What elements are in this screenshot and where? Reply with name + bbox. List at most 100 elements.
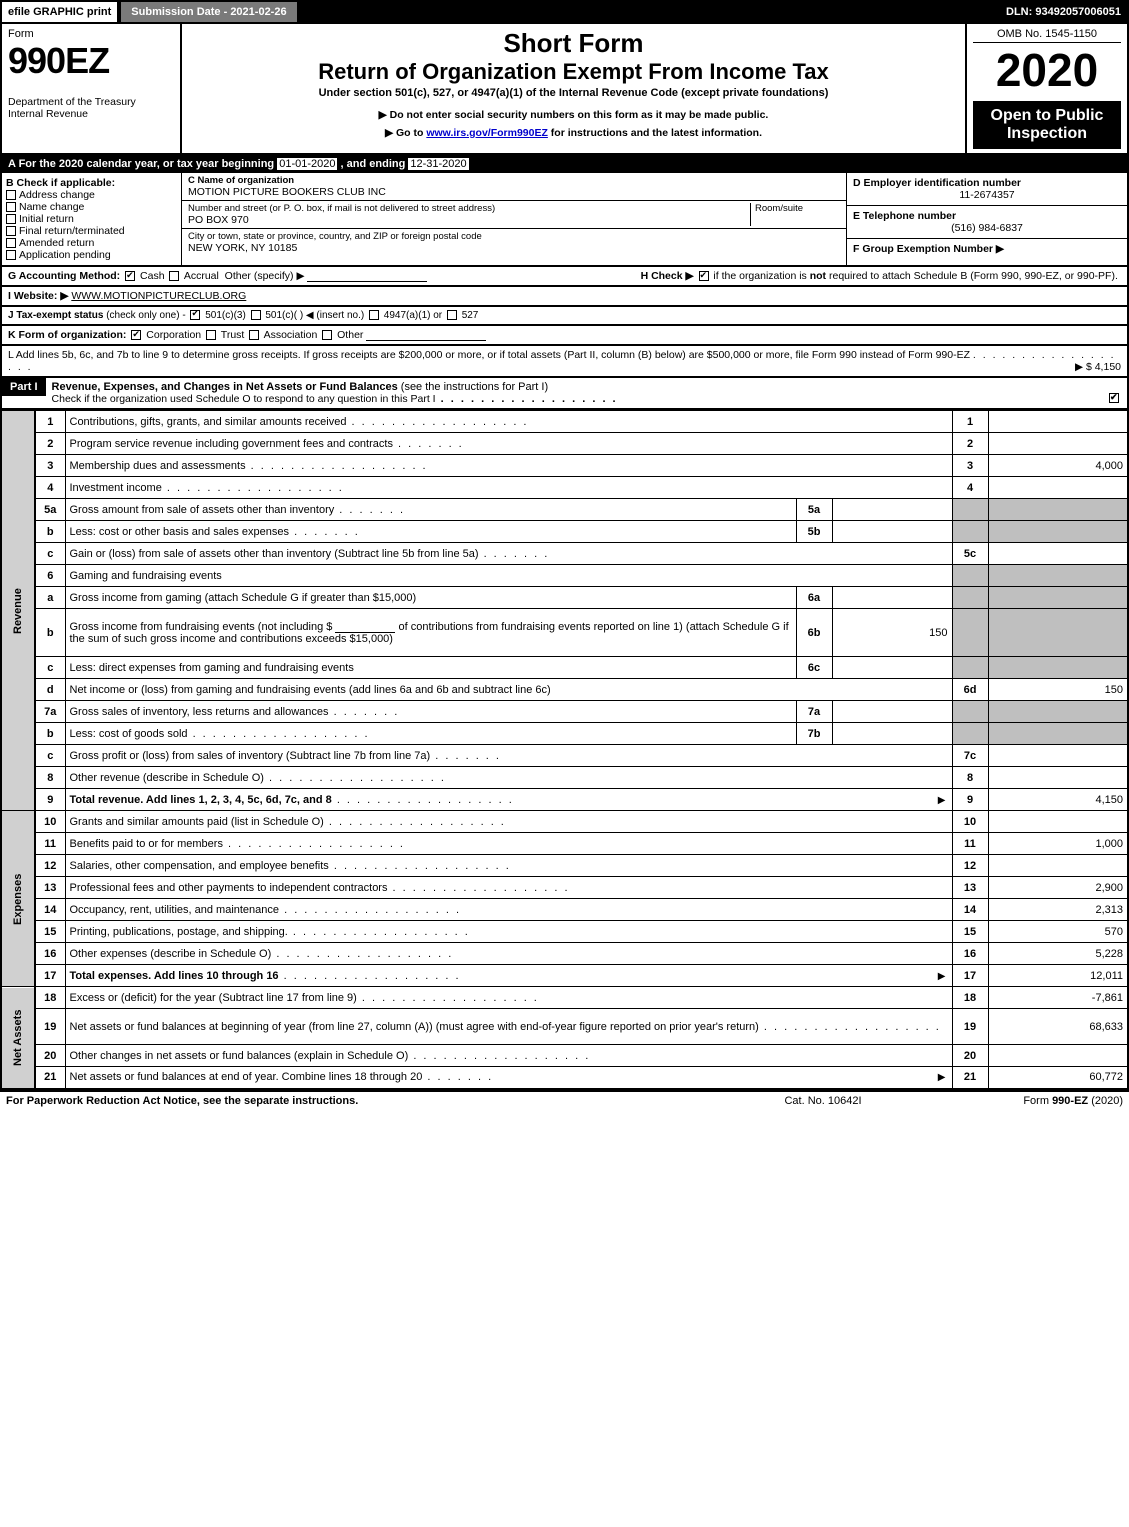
line-20-num: 20 xyxy=(35,1045,65,1067)
line-11-box: 11 xyxy=(952,833,988,855)
line-3-desc: Membership dues and assessments xyxy=(70,460,246,472)
line-10-val xyxy=(988,811,1128,833)
line-6a-desc: Gross income from gaming (attach Schedul… xyxy=(65,587,796,609)
shaded xyxy=(988,609,1128,657)
cb-trust[interactable] xyxy=(206,330,216,340)
cb-501c[interactable] xyxy=(251,310,261,320)
cb-application-pending[interactable] xyxy=(6,250,16,260)
k-other-input[interactable] xyxy=(366,329,486,341)
line-16-val: 5,228 xyxy=(988,943,1128,965)
cb-final-return[interactable] xyxy=(6,226,16,236)
cb-cash[interactable] xyxy=(125,271,135,281)
cb-527[interactable] xyxy=(447,310,457,320)
line-13-num: 13 xyxy=(35,877,65,899)
tax-year-row: A For the 2020 calendar year, or tax yea… xyxy=(0,155,1129,173)
arrow-icon xyxy=(938,794,948,806)
line-8-num: 8 xyxy=(35,767,65,789)
irs-label: Internal Revenue xyxy=(8,108,174,120)
section-c: C Name of organization MOTION PICTURE BO… xyxy=(182,173,847,265)
line-7b-subval xyxy=(832,723,952,745)
cb-corporation[interactable] xyxy=(131,330,141,340)
cb-association[interactable] xyxy=(249,330,259,340)
section-b: B Check if applicable: Address change Na… xyxy=(2,173,182,265)
line-6a-subval xyxy=(832,587,952,609)
line-12-val xyxy=(988,855,1128,877)
cb-4947[interactable] xyxy=(369,310,379,320)
form-ref-post: (2020) xyxy=(1088,1095,1123,1107)
shaded xyxy=(988,587,1128,609)
line-15-num: 15 xyxy=(35,921,65,943)
cb-h[interactable] xyxy=(699,271,709,281)
line-9-box: 9 xyxy=(952,789,988,811)
line-15-box: 15 xyxy=(952,921,988,943)
website-link[interactable]: WWW.MOTIONPICTURECLUB.ORG xyxy=(71,290,246,302)
line-5c-desc: Gain or (loss) from sale of assets other… xyxy=(70,548,479,560)
line-6b-blank[interactable] xyxy=(335,621,395,633)
cb-other[interactable] xyxy=(322,330,332,340)
j-opt2: 501(c)( ) ◀ (insert no.) xyxy=(265,310,364,321)
cb-label: Amended return xyxy=(19,237,94,249)
shaded xyxy=(952,565,988,587)
k-assoc: Association xyxy=(264,329,318,341)
line-19-desc: Net assets or fund balances at beginning… xyxy=(70,1021,759,1033)
line-5c-val xyxy=(988,543,1128,565)
submission-date: Submission Date - 2021-02-26 xyxy=(119,0,298,24)
efile-print-label[interactable]: efile GRAPHIC print xyxy=(0,0,119,24)
line-6b-num: b xyxy=(35,609,65,657)
line-8-val xyxy=(988,767,1128,789)
cb-label: Final return/terminated xyxy=(19,225,125,237)
line-5c-box: 5c xyxy=(952,543,988,565)
cash-label: Cash xyxy=(140,270,165,282)
line-19-num: 19 xyxy=(35,1009,65,1045)
footer: For Paperwork Reduction Act Notice, see … xyxy=(0,1090,1129,1110)
line-20-desc: Other changes in net assets or fund bala… xyxy=(70,1050,409,1062)
line-9-desc: Total revenue. Add lines 1, 2, 3, 4, 5c,… xyxy=(70,794,332,806)
part1-title: Revenue, Expenses, and Changes in Net As… xyxy=(52,381,398,393)
line-21-box: 21 xyxy=(952,1067,988,1089)
arrow-icon xyxy=(938,970,948,982)
line-12-box: 12 xyxy=(952,855,988,877)
line-6-desc: Gaming and fundraising events xyxy=(65,565,952,587)
cb-501c3[interactable] xyxy=(190,310,200,320)
open-to-public: Open to Public Inspection xyxy=(973,101,1121,149)
phone-value: (516) 984-6837 xyxy=(853,222,1121,234)
cb-amended-return[interactable] xyxy=(6,238,16,248)
cb-name-change[interactable] xyxy=(6,202,16,212)
cb-label: Name change xyxy=(19,201,84,213)
line-6c-num: c xyxy=(35,657,65,679)
line-13-val: 2,900 xyxy=(988,877,1128,899)
part1-note: (see the instructions for Part I) xyxy=(401,381,548,393)
shaded xyxy=(988,565,1128,587)
row-i: I Website: ▶ WWW.MOTIONPICTURECLUB.ORG xyxy=(0,287,1129,307)
line-12-num: 12 xyxy=(35,855,65,877)
line-9-num: 9 xyxy=(35,789,65,811)
irs-link[interactable]: www.irs.gov/Form990EZ xyxy=(426,127,548,139)
phone-label: E Telephone number xyxy=(853,210,1121,222)
part1-header-row: Part I Revenue, Expenses, and Changes in… xyxy=(0,378,1129,410)
line-5a-num: 5a xyxy=(35,499,65,521)
cb-label: Application pending xyxy=(19,249,111,261)
line-7b-desc: Less: cost of goods sold xyxy=(70,728,188,740)
line-6d-val: 150 xyxy=(988,679,1128,701)
form-word: Form xyxy=(8,28,174,40)
shaded xyxy=(952,521,988,543)
line-6c-desc: Less: direct expenses from gaming and fu… xyxy=(70,662,354,674)
line-21-val: 60,772 xyxy=(988,1067,1128,1089)
form-number: 990EZ xyxy=(8,40,174,82)
line-11-desc: Benefits paid to or for members xyxy=(70,838,223,850)
cb-address-change[interactable] xyxy=(6,190,16,200)
lines-table: Revenue 1 Contributions, gifts, grants, … xyxy=(0,410,1129,1090)
cb-accrual[interactable] xyxy=(169,271,179,281)
line-14-val: 2,313 xyxy=(988,899,1128,921)
line-7b-subbox: 7b xyxy=(796,723,832,745)
line-18-num: 18 xyxy=(35,987,65,1009)
b-header: B Check if applicable: xyxy=(6,177,177,189)
h-not: not xyxy=(810,270,826,282)
row-k: K Form of organization: Corporation Trus… xyxy=(0,326,1129,346)
expenses-side-label: Expenses xyxy=(1,811,35,987)
shaded xyxy=(952,609,988,657)
cb-initial-return[interactable] xyxy=(6,214,16,224)
cb-schedule-o[interactable] xyxy=(1109,393,1119,403)
line-15-desc: Printing, publications, postage, and shi… xyxy=(70,926,288,938)
other-specify-input[interactable] xyxy=(307,270,427,282)
